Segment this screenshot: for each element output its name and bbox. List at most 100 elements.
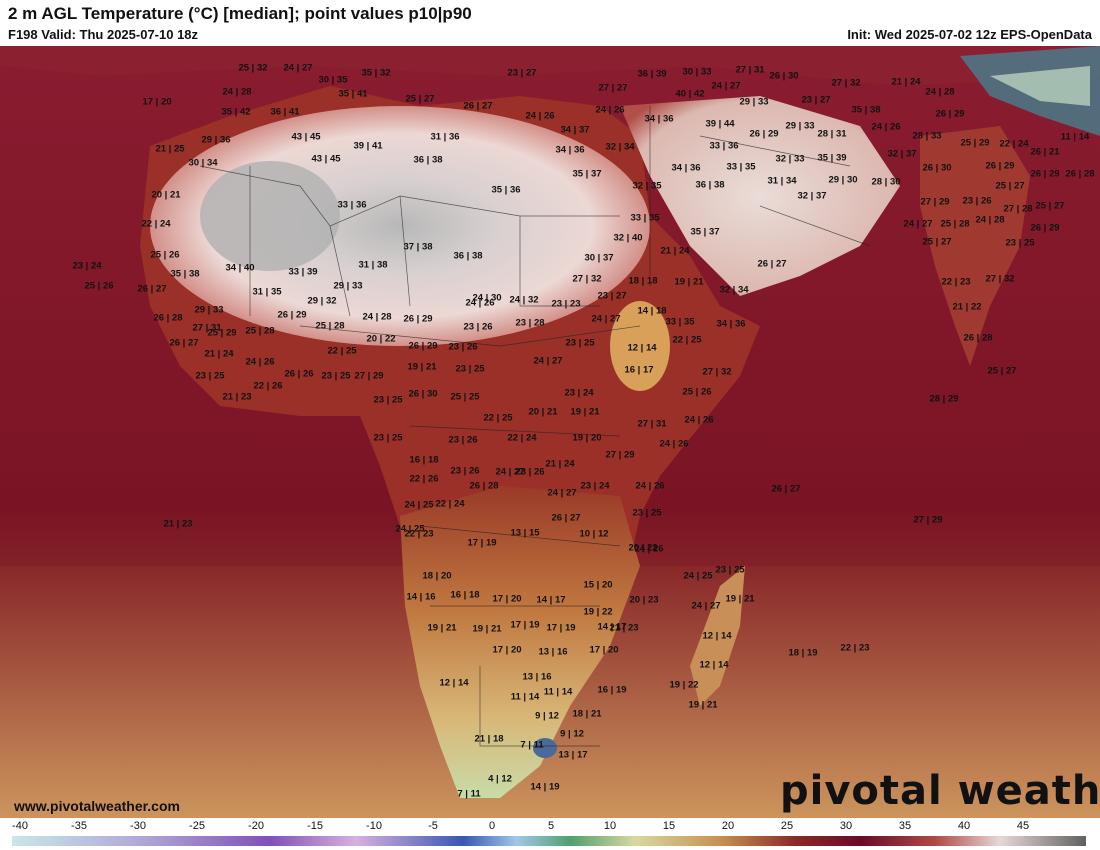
- point-value: 11 | 14: [543, 686, 573, 698]
- point-value: 12 | 14: [439, 677, 469, 689]
- point-value: 26 | 28: [1065, 168, 1095, 180]
- point-value: 21 | 24: [891, 76, 921, 88]
- temperature-map: 25 | 32 24 | 27 30 | 35 35 | 32 23 | 27 36 | …: [0, 46, 1100, 818]
- point-value: 35 | 42: [221, 106, 251, 118]
- colorbar-tick-label: 40: [957, 820, 971, 832]
- point-value: 19 | 21: [427, 622, 457, 634]
- point-value: 25 | 28: [245, 325, 275, 337]
- point-value: 26 | 29: [935, 108, 965, 120]
- colorbar-tick-label: -25: [189, 820, 205, 832]
- point-value: 24 | 26: [525, 110, 555, 122]
- point-value: 19 | 22: [583, 606, 613, 618]
- point-value: 32 | 40: [613, 232, 643, 244]
- point-value: 9 | 12: [535, 710, 559, 722]
- point-value: 27 | 29: [605, 449, 635, 461]
- point-value: 12 | 14: [702, 630, 732, 642]
- point-value: 18 | 21: [572, 708, 602, 720]
- point-value: 22 | 23: [404, 528, 434, 540]
- point-value: 16 | 18: [450, 589, 480, 601]
- point-value: 12 | 14: [699, 659, 729, 671]
- point-value: 21 | 18: [474, 733, 504, 745]
- point-value: 39 | 41: [353, 140, 383, 152]
- point-value: 22 | 24: [435, 498, 465, 510]
- point-value: 25 | 27: [1035, 200, 1065, 212]
- colorbar-tick-label: 0: [488, 820, 496, 832]
- point-value: 13 | 15: [510, 527, 540, 539]
- point-value: 27 | 29: [913, 514, 943, 526]
- point-value: 36 | 41: [270, 106, 300, 118]
- point-value: 19 | 21: [407, 361, 437, 373]
- point-value: 19 | 21: [725, 593, 755, 605]
- point-value: 27 | 31: [735, 64, 765, 76]
- point-value: 34 | 40: [225, 262, 255, 274]
- point-value: 43 | 45: [291, 131, 321, 143]
- point-value: 28 | 29: [929, 393, 959, 405]
- point-value: 23 | 25: [565, 337, 595, 349]
- point-value: 26 | 27: [771, 483, 801, 495]
- colorbar-tick-label: -35: [71, 820, 87, 832]
- point-value: 29 | 33: [194, 304, 224, 316]
- point-value: 24 | 27: [591, 313, 621, 325]
- point-value: 31 | 35: [252, 286, 282, 298]
- point-value: 39 | 44: [705, 118, 735, 130]
- point-value: 19 | 21: [688, 699, 718, 711]
- point-value: 7 | 11: [520, 739, 544, 751]
- point-value: 26 | 29: [1030, 168, 1060, 180]
- point-value: 36 | 39: [637, 68, 667, 80]
- point-value: 27 | 32: [831, 77, 861, 89]
- point-value: 32 | 33: [775, 153, 805, 165]
- point-value: 29 | 36: [201, 134, 231, 146]
- point-value: 34 | 36: [555, 144, 585, 156]
- point-value: 25 | 27: [405, 93, 435, 105]
- point-value: 11 | 14: [1060, 131, 1090, 143]
- point-value: 23 | 25: [1005, 237, 1035, 249]
- point-value: 16 | 17: [624, 364, 654, 376]
- point-value: 32 | 37: [887, 148, 917, 160]
- colorbar-tick-label: 15: [662, 820, 676, 832]
- point-value: 19 | 22: [669, 679, 699, 691]
- point-value: 29 | 33: [333, 280, 363, 292]
- point-value: 26 | 29: [1030, 222, 1060, 234]
- point-value: 26 | 28: [469, 480, 499, 492]
- point-value: 32 | 35: [632, 180, 662, 192]
- point-value: 26 | 21: [1030, 146, 1060, 158]
- point-value: 24 | 27: [283, 62, 313, 74]
- colorbar-tick-label: -20: [248, 820, 264, 832]
- point-value: 35 | 38: [851, 104, 881, 116]
- colorbar-tick-label: -10: [366, 820, 382, 832]
- point-value: 21 | 23: [222, 391, 252, 403]
- point-value: 17 | 19: [510, 619, 540, 631]
- point-value: 29 | 33: [739, 96, 769, 108]
- point-value: 22 | 25: [327, 345, 357, 357]
- point-value: 21 | 24: [545, 458, 575, 470]
- point-value: 25 | 28: [940, 218, 970, 230]
- point-value: 28 | 31: [817, 128, 847, 140]
- point-value: 26 | 29: [403, 313, 433, 325]
- point-value: 14 | 17: [536, 594, 566, 606]
- point-value: 26 | 27: [551, 512, 581, 524]
- point-value: 21 | 24: [204, 348, 234, 360]
- point-value: 20 | 21: [151, 189, 181, 201]
- point-value: 26 | 28: [153, 312, 183, 324]
- point-value: 26 | 30: [408, 388, 438, 400]
- point-value: 13 | 16: [522, 671, 552, 683]
- point-value: 23 | 25: [632, 507, 662, 519]
- point-value: 20 | 21: [528, 406, 558, 418]
- point-value: 18 | 19: [788, 647, 818, 659]
- point-value: 23 | 26: [450, 465, 480, 477]
- point-value: 11 | 14: [510, 691, 540, 703]
- point-value: 33 | 35: [726, 161, 756, 173]
- point-value: 14 | 17: [597, 621, 627, 633]
- point-value: 24 | 27: [903, 218, 933, 230]
- point-value: 32 | 34: [605, 141, 635, 153]
- point-value: 16 | 18: [409, 454, 439, 466]
- point-value: 22 | 23: [840, 642, 870, 654]
- colorbar-tick-label: 45: [1016, 820, 1030, 832]
- point-value: 25 | 26: [682, 386, 712, 398]
- point-value: 26 | 26: [284, 368, 314, 380]
- point-value: 23 | 28: [515, 317, 545, 329]
- point-value: 21 | 22: [952, 301, 982, 313]
- point-value: 25 | 26: [84, 280, 114, 292]
- point-value: 24 | 26: [595, 104, 625, 116]
- point-value: 27 | 32: [702, 366, 732, 378]
